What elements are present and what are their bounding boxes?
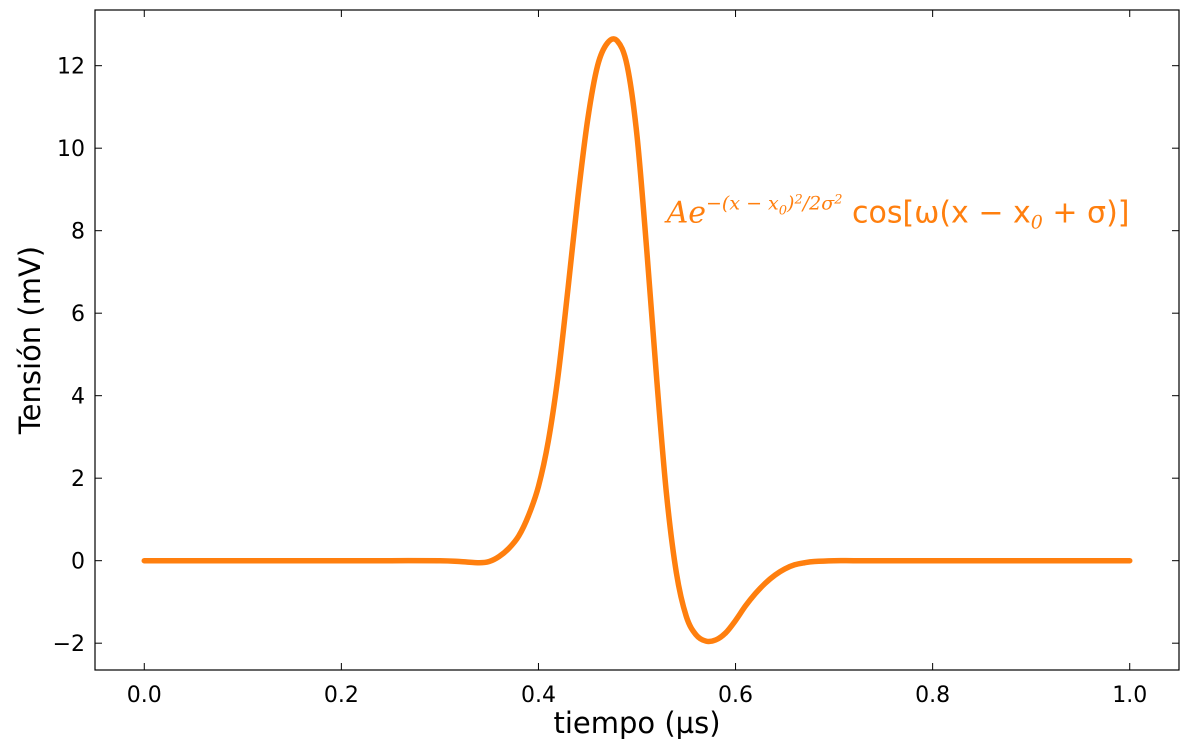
- y-tick-label: 2: [71, 467, 85, 492]
- formula-exponent: −(x − x: [706, 192, 779, 214]
- axes-frame: [94, 9, 1180, 671]
- y-tick-label: 4: [71, 385, 85, 410]
- x-tick-label: 0.4: [521, 683, 556, 708]
- y-tick-label: 12: [57, 55, 85, 80]
- plot-area: [141, 36, 1133, 645]
- x-tick-label: 0.2: [324, 683, 359, 708]
- y-tick-label: 10: [57, 137, 85, 162]
- formula-exponent-sub: 0: [779, 203, 787, 218]
- x-tick-label: 0.0: [127, 683, 162, 708]
- y-tick-label: 8: [71, 220, 85, 245]
- formula-exponent-sup: 2: [793, 192, 802, 207]
- formula-exponent: /2σ: [801, 192, 835, 214]
- formula-exponent-sup: 2: [833, 192, 842, 207]
- series-line: [141, 36, 1133, 645]
- y-tick-label: 0: [71, 550, 85, 575]
- formula-exponent: ): [786, 192, 794, 214]
- y-tick-label: 6: [71, 302, 85, 327]
- x-axis-label: tiempo (µs): [553, 706, 720, 740]
- formula-cosine: + σ)]: [1043, 195, 1130, 230]
- x-tick-label: 1.0: [1112, 683, 1147, 708]
- x-tick-label: 0.6: [718, 683, 753, 708]
- y-axis-label: Tensión (mV): [13, 246, 47, 435]
- y-tick-label: −2: [53, 632, 85, 657]
- formula-cosine: cos[ω(x − x: [842, 195, 1030, 230]
- formula-amplitude: Ae: [664, 195, 706, 230]
- formula-sub: 0: [1031, 211, 1043, 233]
- axis-ticks: [95, 10, 1179, 670]
- formula-annotation: Ae−(x − x0)2/2σ2 cos[ω(x − x0 + σ)]: [664, 192, 1130, 233]
- x-tick-label: 0.8: [915, 683, 950, 708]
